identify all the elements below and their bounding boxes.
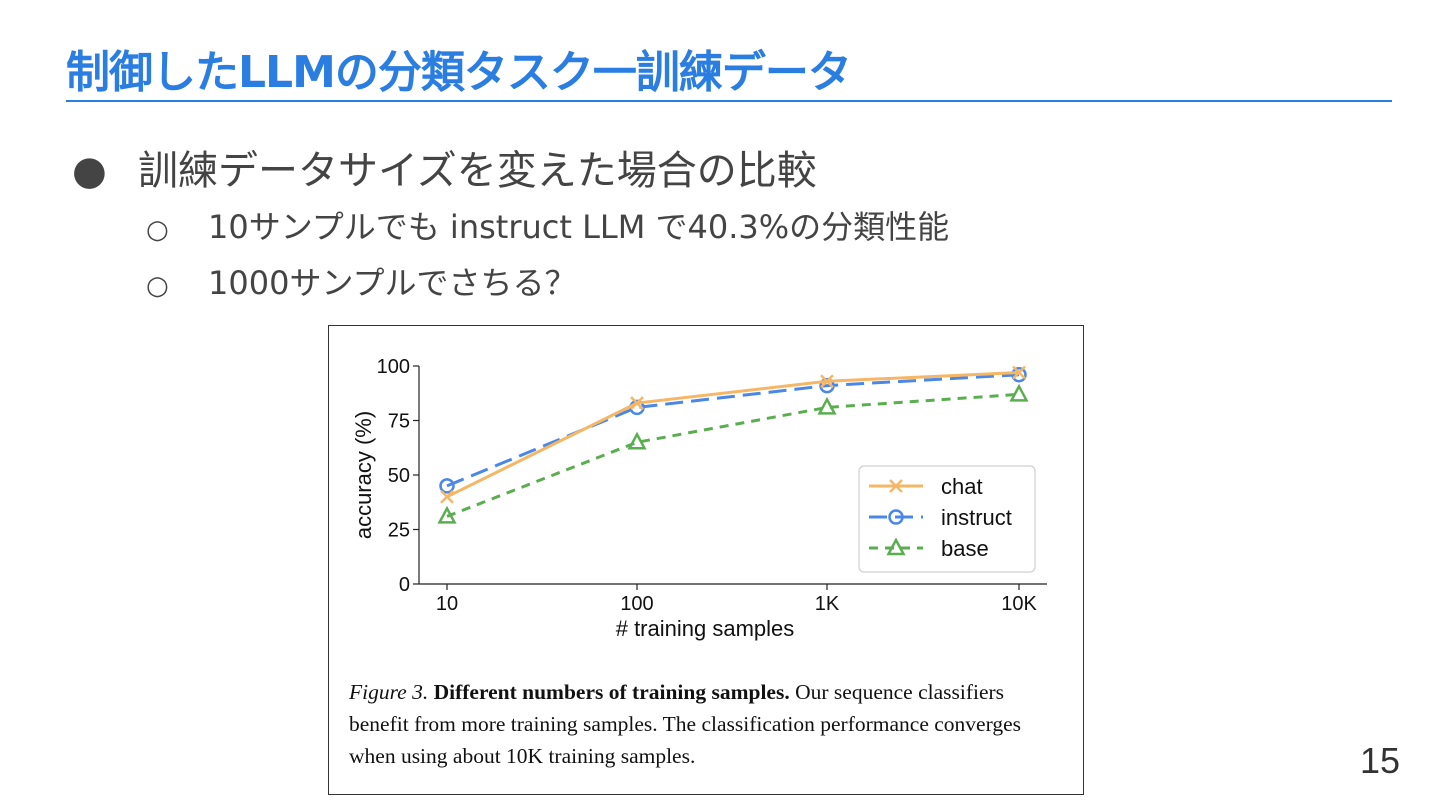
bullet-dot-icon: ● bbox=[72, 148, 107, 194]
legend-entry-instruct: instruct bbox=[869, 505, 1012, 530]
x-tick-label: 100 bbox=[620, 593, 653, 615]
y-tick-label: 100 bbox=[377, 356, 410, 378]
bullet-sub-1-text: 10サンプルでも instruct LLM で40.3%の分類性能 bbox=[208, 208, 950, 246]
y-axis-label: accuracy (%) bbox=[351, 411, 376, 539]
data-point-chat bbox=[820, 374, 834, 389]
legend-marker bbox=[888, 509, 904, 525]
data-point-base bbox=[627, 431, 647, 450]
data-point-base bbox=[817, 396, 837, 415]
y-tick-label: 0 bbox=[399, 574, 410, 596]
figure-caption: Figure 3. Different numbers of training … bbox=[349, 676, 1069, 772]
x-tick-label: 1K bbox=[815, 593, 840, 615]
bullet-sub-1: ○ 10サンプルでも instruct LLM で40.3%の分類性能 bbox=[146, 202, 949, 248]
legend-entry-base: base bbox=[869, 536, 989, 561]
data-point-chat bbox=[440, 489, 454, 504]
legend-marker bbox=[886, 537, 906, 556]
series-line-instruct bbox=[446, 373, 1020, 488]
caption-bold: Different numbers of training samples. bbox=[433, 680, 790, 704]
slide-title: 制御したLLMの分類タスク一訓練データ bbox=[66, 47, 852, 98]
y-tick-label: 50 bbox=[388, 465, 410, 487]
y-tick-label: 25 bbox=[388, 520, 410, 542]
data-point-instruct bbox=[819, 377, 835, 394]
bullet-main-text: 訓練データサイズを変えた場合の比較 bbox=[138, 148, 817, 194]
page-number: 15 bbox=[1360, 740, 1401, 781]
legend-entry-chat: chat bbox=[869, 474, 983, 499]
bullet-circle-icon: ○ bbox=[146, 215, 169, 245]
bullet-sub-2-text: 1000サンプルでさちる？ bbox=[208, 264, 577, 302]
legend-box bbox=[858, 465, 1036, 573]
data-point-chat bbox=[1012, 365, 1026, 380]
title-divider bbox=[66, 100, 1392, 102]
data-point-chat bbox=[630, 396, 644, 410]
bullet-sub-2: ○ 1000サンプルでさちる？ bbox=[146, 258, 576, 304]
legend-label: instruct bbox=[941, 505, 1012, 530]
data-point-instruct bbox=[439, 478, 455, 494]
data-point-instruct bbox=[1011, 366, 1027, 383]
legend-marker bbox=[889, 479, 903, 493]
figure-box: 0 25 50 75 100 10 100 1K 10K # training samples ac… bbox=[328, 325, 1084, 795]
caption-text: Our sequence classifiers benefit from mo… bbox=[349, 680, 1022, 768]
legend-label: base bbox=[941, 536, 989, 561]
legend-label: chat bbox=[941, 474, 983, 499]
series-line-base bbox=[446, 392, 1020, 518]
bullet-circle-icon: ○ bbox=[146, 271, 169, 301]
x-axis-label: # training samples bbox=[616, 616, 795, 641]
caption-label: Figure 3. bbox=[349, 680, 429, 704]
series-line-chat bbox=[446, 371, 1020, 499]
data-point-base bbox=[1009, 383, 1029, 402]
data-point-base bbox=[437, 505, 457, 524]
x-tick-label: 10 bbox=[436, 593, 458, 615]
x-tick-label: 10K bbox=[1001, 593, 1037, 615]
accuracy-chart: 0 25 50 75 100 10 100 1K 10K # training samples ac… bbox=[351, 356, 1047, 641]
bullet-main: ● 訓練データサイズを変えた場合の比較 bbox=[72, 138, 817, 196]
y-tick-label: 75 bbox=[388, 411, 410, 433]
